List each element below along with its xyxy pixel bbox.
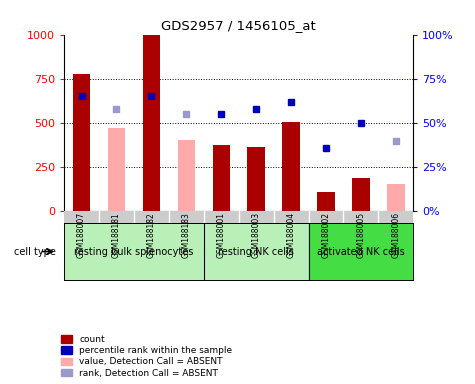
Text: resting NK cells: resting NK cells [218, 247, 294, 257]
Text: GSM188006: GSM188006 [391, 212, 400, 258]
Bar [387, 184, 405, 211]
Bar [73, 74, 90, 211]
Bar [64, 211, 99, 223]
Legend: count, percentile rank within the sample, value, Detection Call = ABSENT, rank, : count, percentile rank within the sample… [59, 333, 234, 379]
Bar [238, 211, 274, 223]
Bar [108, 128, 125, 211]
Bar [379, 211, 413, 223]
Text: GSM188007: GSM188007 [77, 212, 86, 258]
Text: GSM188182: GSM188182 [147, 212, 156, 258]
Text: GSM188004: GSM188004 [286, 212, 295, 258]
Text: cell type: cell type [14, 247, 59, 257]
Bar [169, 211, 204, 223]
Bar [178, 140, 195, 211]
Bar [204, 211, 238, 223]
Bar [64, 223, 204, 280]
Bar [274, 211, 309, 223]
Text: GSM188181: GSM188181 [112, 212, 121, 258]
Text: GSM188001: GSM188001 [217, 212, 226, 258]
Text: GSM188183: GSM188183 [182, 212, 191, 258]
Bar [134, 211, 169, 223]
Bar [99, 211, 134, 223]
Text: resting bulk splenocytes: resting bulk splenocytes [74, 247, 194, 257]
Bar [204, 223, 309, 280]
Text: activated NK cells: activated NK cells [317, 247, 405, 257]
Bar [309, 223, 413, 280]
Bar [212, 145, 230, 211]
Text: GSM188002: GSM188002 [322, 212, 331, 258]
Bar [282, 122, 300, 211]
Text: GSM188005: GSM188005 [356, 212, 365, 258]
Bar [343, 211, 379, 223]
Text: GSM188003: GSM188003 [252, 212, 261, 258]
Bar [352, 178, 370, 211]
Bar [317, 192, 335, 211]
Title: GDS2957 / 1456105_at: GDS2957 / 1456105_at [162, 19, 316, 32]
Bar [142, 35, 160, 211]
Bar [247, 147, 265, 211]
Bar [309, 211, 343, 223]
